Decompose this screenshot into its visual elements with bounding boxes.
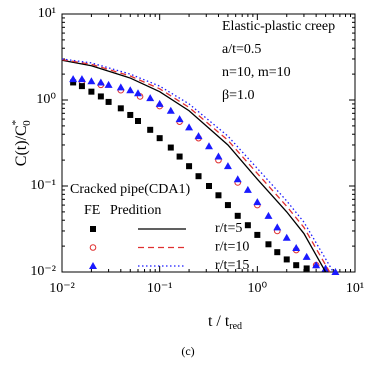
fe-marker (175, 115, 184, 123)
fe-marker (283, 256, 290, 263)
x-axis-label: t / tred (208, 313, 242, 333)
x-tick-label: 10¹ (346, 281, 364, 296)
fe-marker (185, 123, 194, 131)
x-label-main: t / t (208, 313, 230, 330)
annotation: n=10, m=10 (222, 65, 291, 80)
fe-marker (87, 77, 96, 85)
y-label-main: C(t)/C (13, 125, 30, 166)
fe-marker (243, 185, 252, 193)
caption: (c) (181, 344, 194, 358)
fe-marker (146, 94, 155, 102)
fe-marker (253, 198, 262, 206)
plot-frame (61, 13, 356, 273)
legend-label: r/t=10 (215, 240, 249, 255)
fe-marker (274, 249, 281, 256)
fe-marker (254, 231, 261, 238)
prediction-line (61, 58, 331, 273)
y-tick-label: 10⁰ (36, 92, 56, 107)
y-label-sub: 0 (21, 120, 33, 126)
prediction-line (61, 58, 334, 273)
fe-marker (167, 144, 174, 151)
fe-marker (215, 192, 222, 199)
fe-marker (156, 135, 163, 142)
x-tick-label: 10⁻¹ (147, 281, 173, 296)
fe-marker (265, 241, 272, 248)
fe-marker (134, 117, 141, 124)
legend-header: Predition (110, 203, 161, 218)
fe-marker (293, 262, 300, 269)
fe-marker (282, 233, 291, 241)
fe-marker (214, 152, 223, 160)
legend-header: FE (84, 203, 100, 218)
fe-marker (117, 105, 124, 112)
fe-marker (195, 173, 202, 180)
y-tick-label: 10¹ (38, 6, 56, 21)
fe-marker (97, 93, 104, 100)
annotation: Elastic-plastic creep (222, 19, 335, 34)
y-tick-label: 10⁻¹ (30, 178, 56, 193)
fe-marker (133, 89, 142, 97)
fe-marker (186, 163, 193, 170)
fe-marker (233, 175, 242, 183)
fe-marker (331, 268, 340, 275)
fe-marker (88, 88, 95, 95)
fe-marker (302, 252, 311, 260)
fe-marker (224, 202, 231, 209)
fe-marker (90, 226, 96, 232)
fe-marker (166, 106, 175, 114)
fe-marker (126, 86, 135, 94)
fe-marker (292, 244, 301, 252)
x-tick-label: 10⁻² (49, 281, 75, 296)
y-tick-label: 10⁻² (30, 264, 56, 279)
fe-marker (104, 80, 113, 88)
fe-marker (78, 83, 85, 90)
fe-marker (205, 142, 214, 150)
fe-marker (312, 261, 321, 269)
fe-marker (176, 153, 183, 160)
fe-marker (273, 223, 282, 231)
annotation: a/t=0.5 (222, 42, 261, 57)
fe-marker (244, 222, 251, 229)
fe-marker (105, 98, 112, 105)
annotation: β=1.0 (222, 88, 255, 103)
fe-marker (69, 75, 78, 83)
x-label-sub: red (229, 321, 242, 332)
fe-marker (116, 83, 125, 91)
fe-marker (147, 126, 154, 133)
fe-marker (77, 75, 86, 83)
fe-marker (127, 111, 134, 118)
y-label-sup: * (10, 120, 22, 126)
fe-marker (96, 78, 105, 86)
legend-title: Cracked pipe(CDA1) (70, 182, 190, 197)
x-tick-label: 10⁰ (248, 281, 268, 296)
fe-marker (303, 265, 310, 272)
fe-marker (264, 211, 273, 219)
fe-marker (89, 262, 97, 269)
fe-marker (70, 79, 77, 86)
legend-label: r/t=15 (215, 258, 249, 273)
fe-marker (234, 212, 241, 219)
fe-marker (206, 183, 213, 189)
fe-marker (223, 162, 232, 170)
fe-marker (194, 132, 203, 140)
y-axis-label: C(t)/C*0 (10, 120, 33, 166)
legend-label: r/t=5 (215, 221, 242, 236)
fe-marker (89, 244, 97, 251)
prediction-line (61, 59, 327, 273)
fe-marker (155, 99, 164, 107)
